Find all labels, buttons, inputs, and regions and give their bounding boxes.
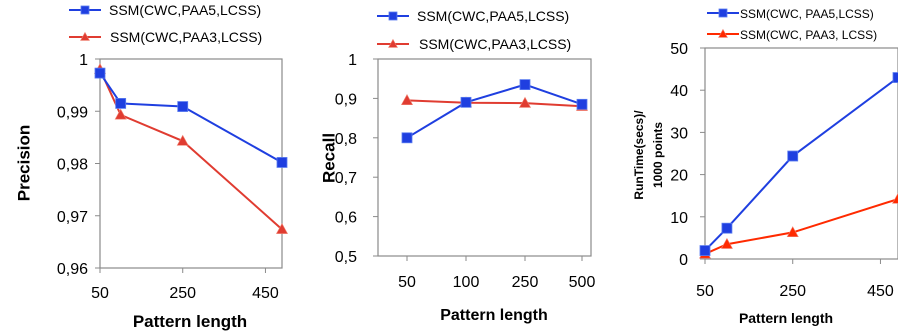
chart-3: 0 10 20 30 40 50 50 250 450 Pattern length RunTime…: [632, 7, 898, 326]
y-tick-label: 0,96: [57, 261, 88, 278]
data-point-triangle: [275, 223, 289, 234]
data-point-square: [519, 79, 531, 91]
y-tick-label: 0,5: [335, 249, 357, 266]
data-point-triangle: [518, 96, 532, 108]
data-point-triangle: [786, 226, 799, 237]
x-tick-label: 250: [512, 274, 539, 291]
legend-entry: SSM(CWC,PAA3,LCSS): [377, 36, 571, 52]
x-tick-label: 450: [867, 283, 894, 300]
y-tick-label: 0: [679, 252, 688, 269]
x-tick-label: 50: [91, 285, 109, 302]
series-paa5: [699, 72, 898, 256]
y-tick-label: 50: [670, 41, 688, 58]
data-point-square: [718, 8, 728, 18]
data-point-square: [276, 157, 288, 168]
legend-entry: SSM(CWC,PAA3,LCSS): [69, 29, 262, 45]
x-axis-label: Pattern length: [739, 310, 833, 326]
data-point-square: [177, 101, 189, 112]
data-point-square: [80, 5, 90, 15]
data-point-triangle: [718, 28, 728, 38]
data-point-triangle: [80, 31, 90, 41]
series-line: [99, 72, 283, 164]
y-tick-label: 1: [348, 52, 357, 69]
series-line: [704, 198, 898, 255]
data-point-triangle: [720, 237, 733, 249]
y-tick-label: 1: [79, 52, 88, 69]
x-tick-label: 50: [696, 283, 714, 300]
series-paa5: [94, 67, 288, 168]
legend-label: SSM(CWC,PAA3,LCSS): [110, 29, 262, 45]
data-point-square: [576, 98, 588, 110]
x-tick-label: 500: [569, 274, 596, 291]
legend-entry: SSM(CWC,PAA5,LCSS): [69, 2, 261, 18]
y-tick-label: 40: [670, 83, 688, 100]
y-tick-label: 0,6: [335, 210, 357, 227]
series-line: [406, 83, 583, 139]
data-point-triangle: [891, 192, 898, 204]
y-tick-label: 20: [670, 168, 688, 185]
x-tick-label: 250: [169, 285, 196, 302]
legend-label: SSM(CWC,PAA5,LCSS): [109, 2, 261, 18]
data-point-square: [388, 11, 398, 21]
legend-label: SSM(CWC, PAA3, LCSS): [740, 28, 877, 42]
y-tick-label: 0,8: [335, 131, 357, 148]
x-axis-label: Pattern length: [440, 307, 548, 324]
series-line: [704, 76, 898, 252]
plot-area-frame: [704, 47, 898, 260]
legend-entry: SSM(CWC,PAA5,LCSS): [377, 8, 569, 24]
legend: SSM(CWC, PAA5,LCSS) SSM(CWC, PAA3, LCSS): [707, 7, 877, 42]
x-tick-label: 450: [252, 285, 279, 302]
data-point-triangle: [114, 108, 127, 120]
legend-label: SSM(CWC, PAA5,LCSS): [740, 7, 874, 21]
x-tick-label: 250: [779, 283, 806, 300]
data-point-square: [892, 72, 898, 83]
chart-1: 0,96 0,97 0,98 0,99 1 50 250 450 Pattern length P…: [14, 2, 289, 331]
y-axis-label: 1000 points: [651, 122, 665, 188]
y-tick-label: 30: [670, 125, 688, 142]
y-tick-label: 0,98: [57, 157, 88, 174]
y-axis-label: Recall: [319, 133, 338, 183]
y-tick-label: 0,99: [57, 104, 88, 121]
data-point-square: [401, 132, 413, 144]
data-point-square: [699, 245, 711, 256]
data-point-triangle: [400, 94, 414, 105]
plot-area-frame: [99, 58, 283, 269]
y-axis-label: Precision: [14, 125, 33, 202]
x-axis-label: Pattern length: [133, 312, 247, 331]
x-tick-label: 50: [398, 274, 416, 291]
data-point-square: [115, 98, 127, 109]
y-axis-label: RunTime(secs)/: [632, 110, 646, 200]
data-point-square: [94, 67, 106, 79]
y-tick-label: 10: [670, 210, 688, 227]
data-point-square: [787, 150, 799, 162]
legend-entry: SSM(CWC, PAA3, LCSS): [707, 28, 877, 42]
series-line: [406, 99, 583, 108]
y-tick-label: 0,9: [335, 91, 357, 108]
data-point-triangle: [176, 134, 189, 146]
plot-area-frame: [377, 58, 592, 257]
legend-entry: SSM(CWC, PAA5,LCSS): [707, 7, 874, 21]
legend-label: SSM(CWC,PAA5,LCSS): [417, 8, 569, 24]
legend-label: SSM(CWC,PAA3,LCSS): [419, 36, 571, 52]
x-tick-label: 100: [453, 274, 480, 291]
series-line: [99, 69, 283, 231]
legend: SSM(CWC,PAA5,LCSS) SSM(CWC,PAA3,LCSS): [69, 2, 262, 45]
series-paa5: [401, 79, 588, 144]
legend: SSM(CWC,PAA5,LCSS) SSM(CWC,PAA3,LCSS): [377, 8, 571, 52]
data-point-square: [460, 96, 472, 108]
y-tick-label: 0,97: [57, 209, 88, 226]
data-point-triangle: [388, 38, 398, 48]
y-tick-label: 0,7: [335, 170, 357, 187]
chart-2: 0,5 0,6 0,7 0,8 0,9 1 50 100 250 500 Pattern lengt…: [319, 8, 595, 324]
data-point-square: [721, 222, 733, 234]
